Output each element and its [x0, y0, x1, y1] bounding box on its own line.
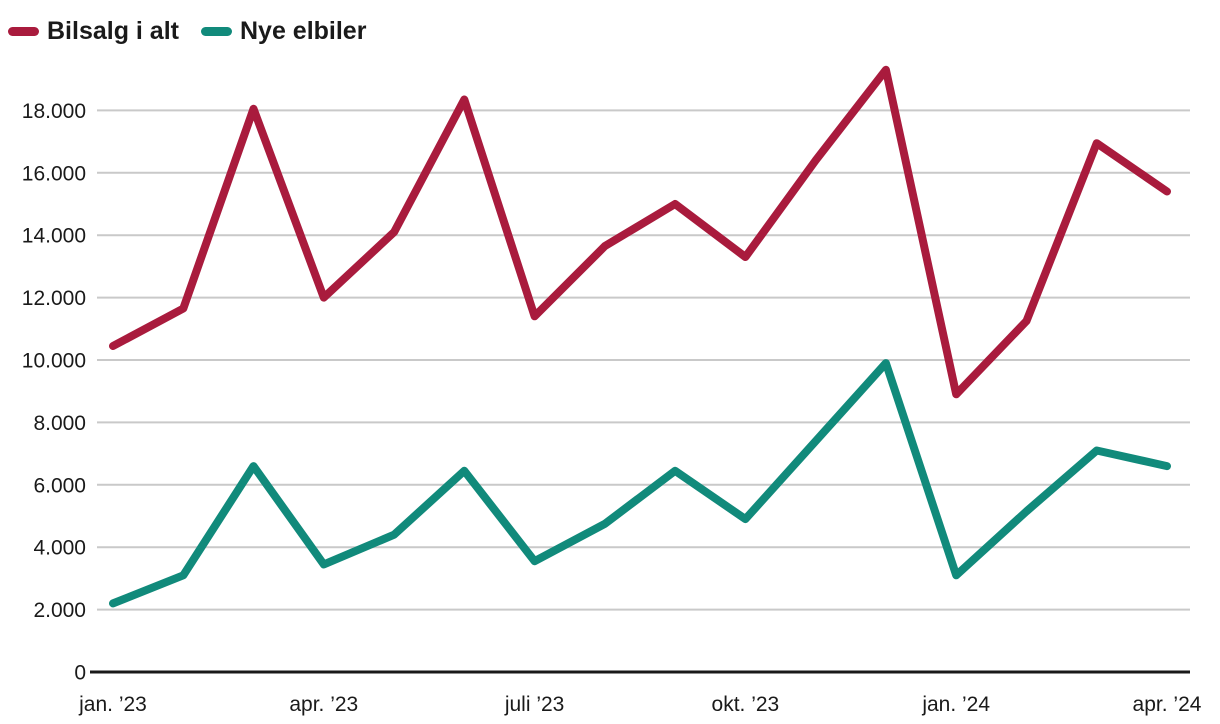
y-tick-label: 4.000	[33, 537, 86, 560]
y-tick-label: 2.000	[33, 599, 86, 622]
y-tick-label: 12.000	[22, 287, 86, 310]
y-tick-label: 18.000	[22, 100, 86, 123]
x-tick-label: apr. ’23	[289, 693, 358, 716]
legend-item-bilsalg-i-alt: Bilsalg i alt	[8, 17, 179, 46]
x-tick-label: apr. ’24	[1133, 693, 1202, 716]
legend-label-bilsalg-i-alt: Bilsalg i alt	[47, 17, 179, 45]
y-tick-label: 14.000	[22, 225, 86, 248]
y-tick-label: 0	[74, 662, 86, 685]
x-tick-label: juli ’23	[504, 693, 565, 716]
y-tick-label: 8.000	[33, 412, 86, 435]
x-tick-label: jan. ’23	[78, 693, 147, 716]
legend-label-nye-elbiler: Nye elbiler	[239, 17, 367, 45]
legend-line-swatch-icon	[8, 27, 39, 37]
x-tick-label: okt. ’23	[712, 693, 780, 716]
legend-item-nye-elbiler: Nye elbiler	[200, 17, 367, 46]
series-line-bilsalg-i-alt	[109, 65, 1171, 399]
series-line-nye-elbiler	[109, 359, 1171, 608]
y-tick-label: 16.000	[22, 162, 86, 185]
x-tick-label: jan. ’24	[921, 693, 990, 716]
y-tick-label: 10.000	[22, 350, 86, 373]
y-tick-label: 6.000	[33, 474, 86, 497]
legend: Bilsalg i alt Nye elbiler	[8, 17, 367, 46]
legend-line-swatch-icon	[200, 27, 232, 37]
